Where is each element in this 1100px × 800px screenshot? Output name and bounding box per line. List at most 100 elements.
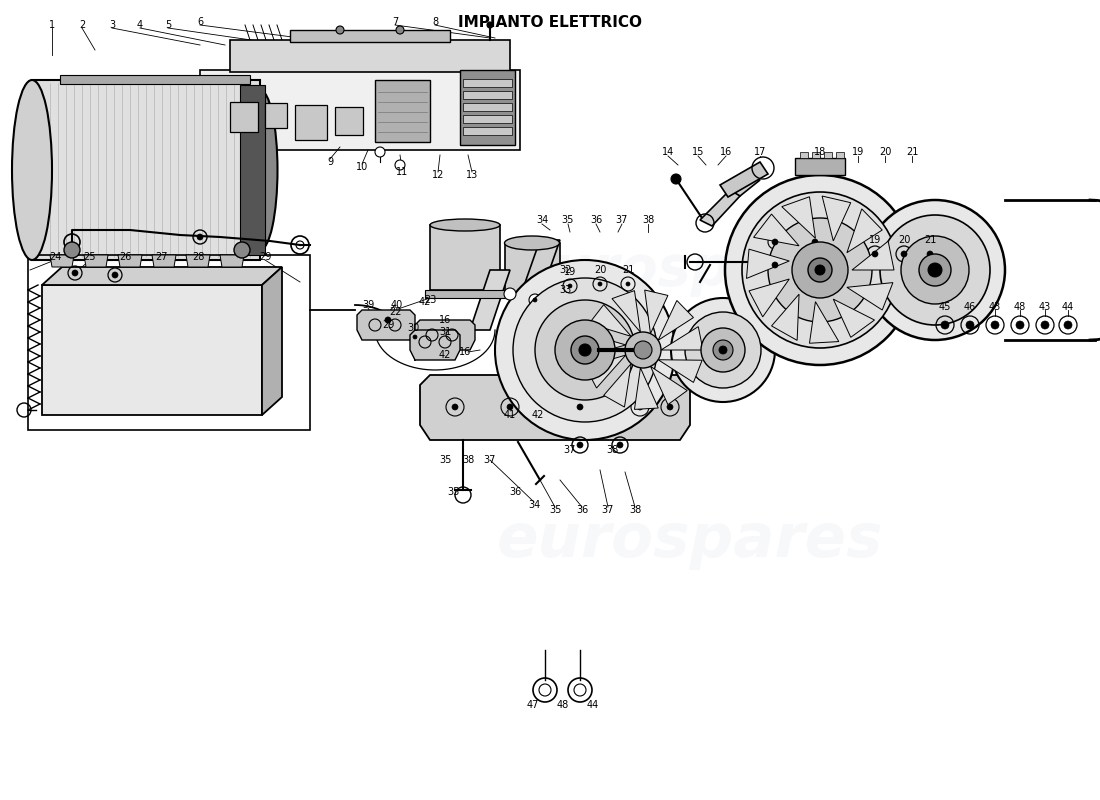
Polygon shape (84, 255, 108, 267)
Circle shape (940, 321, 949, 329)
Polygon shape (725, 174, 760, 196)
Circle shape (626, 282, 630, 286)
Text: 19: 19 (564, 267, 576, 277)
Text: 42: 42 (419, 297, 431, 307)
Circle shape (812, 239, 818, 245)
Text: 25: 25 (84, 252, 97, 262)
Polygon shape (470, 270, 510, 330)
Text: 38: 38 (606, 445, 618, 455)
Circle shape (568, 284, 572, 288)
Text: 29: 29 (382, 320, 394, 330)
Circle shape (617, 442, 623, 448)
Text: 48: 48 (557, 700, 569, 710)
Text: 44: 44 (587, 700, 600, 710)
Circle shape (336, 26, 344, 34)
Polygon shape (220, 255, 244, 267)
Polygon shape (240, 85, 265, 255)
Circle shape (812, 262, 818, 268)
Polygon shape (812, 152, 820, 158)
Polygon shape (834, 299, 874, 338)
Polygon shape (771, 294, 799, 340)
Circle shape (685, 312, 761, 388)
Text: 35: 35 (447, 487, 459, 497)
Polygon shape (747, 249, 790, 278)
Text: 14: 14 (662, 147, 674, 157)
Polygon shape (782, 197, 815, 238)
Circle shape (534, 298, 537, 302)
Circle shape (412, 335, 417, 339)
Circle shape (529, 294, 541, 306)
Text: 37: 37 (616, 215, 628, 225)
Ellipse shape (505, 236, 560, 250)
Text: 38: 38 (642, 215, 654, 225)
Circle shape (918, 254, 952, 286)
Polygon shape (295, 105, 327, 140)
Text: 45: 45 (938, 302, 952, 312)
Text: 38: 38 (462, 455, 474, 465)
Polygon shape (583, 333, 626, 357)
Text: 17: 17 (754, 147, 767, 157)
Circle shape (556, 320, 615, 380)
Polygon shape (463, 103, 512, 111)
Text: 8: 8 (432, 17, 438, 27)
Text: 16: 16 (439, 315, 451, 325)
Circle shape (385, 317, 390, 323)
Polygon shape (505, 243, 560, 295)
Circle shape (725, 175, 915, 365)
Polygon shape (645, 290, 668, 334)
Text: 43: 43 (1038, 302, 1052, 312)
Circle shape (197, 234, 204, 240)
Text: 19: 19 (851, 147, 865, 157)
Polygon shape (463, 127, 512, 135)
Text: 42: 42 (439, 350, 451, 360)
Text: 26: 26 (119, 252, 131, 262)
Text: 24: 24 (48, 252, 62, 262)
Polygon shape (460, 70, 515, 145)
Polygon shape (463, 79, 512, 87)
Polygon shape (836, 152, 844, 158)
Circle shape (772, 239, 778, 245)
Polygon shape (590, 305, 631, 336)
Text: 16: 16 (719, 147, 733, 157)
Text: 47: 47 (527, 700, 539, 710)
Polygon shape (635, 368, 658, 410)
Text: 35: 35 (562, 215, 574, 225)
Circle shape (72, 270, 78, 276)
Polygon shape (415, 320, 475, 350)
Ellipse shape (242, 90, 277, 250)
Polygon shape (749, 279, 790, 317)
Text: 7: 7 (392, 17, 398, 27)
Text: 30: 30 (407, 323, 419, 333)
Text: 43: 43 (989, 302, 1001, 312)
Polygon shape (585, 355, 626, 388)
Circle shape (901, 251, 908, 257)
Polygon shape (720, 162, 768, 197)
Text: 32: 32 (559, 265, 571, 275)
Circle shape (112, 272, 118, 278)
Circle shape (901, 236, 969, 304)
Text: 37: 37 (602, 505, 614, 515)
Circle shape (671, 298, 776, 402)
Polygon shape (420, 375, 690, 440)
Text: 36: 36 (590, 215, 602, 225)
Text: 5: 5 (165, 20, 172, 30)
Polygon shape (42, 267, 282, 285)
Polygon shape (186, 255, 210, 267)
Text: 11: 11 (396, 167, 408, 177)
Polygon shape (265, 103, 287, 128)
Polygon shape (430, 225, 500, 290)
Text: 2: 2 (79, 20, 85, 30)
Circle shape (513, 278, 657, 422)
Text: 23: 23 (424, 295, 437, 305)
Circle shape (598, 282, 602, 286)
Text: 39: 39 (362, 300, 374, 310)
Circle shape (381, 313, 395, 327)
Polygon shape (230, 40, 510, 72)
Polygon shape (42, 285, 262, 415)
Polygon shape (463, 91, 512, 99)
Polygon shape (822, 196, 850, 241)
Polygon shape (810, 302, 839, 343)
Circle shape (768, 218, 872, 322)
Polygon shape (290, 30, 450, 42)
Circle shape (966, 321, 974, 329)
